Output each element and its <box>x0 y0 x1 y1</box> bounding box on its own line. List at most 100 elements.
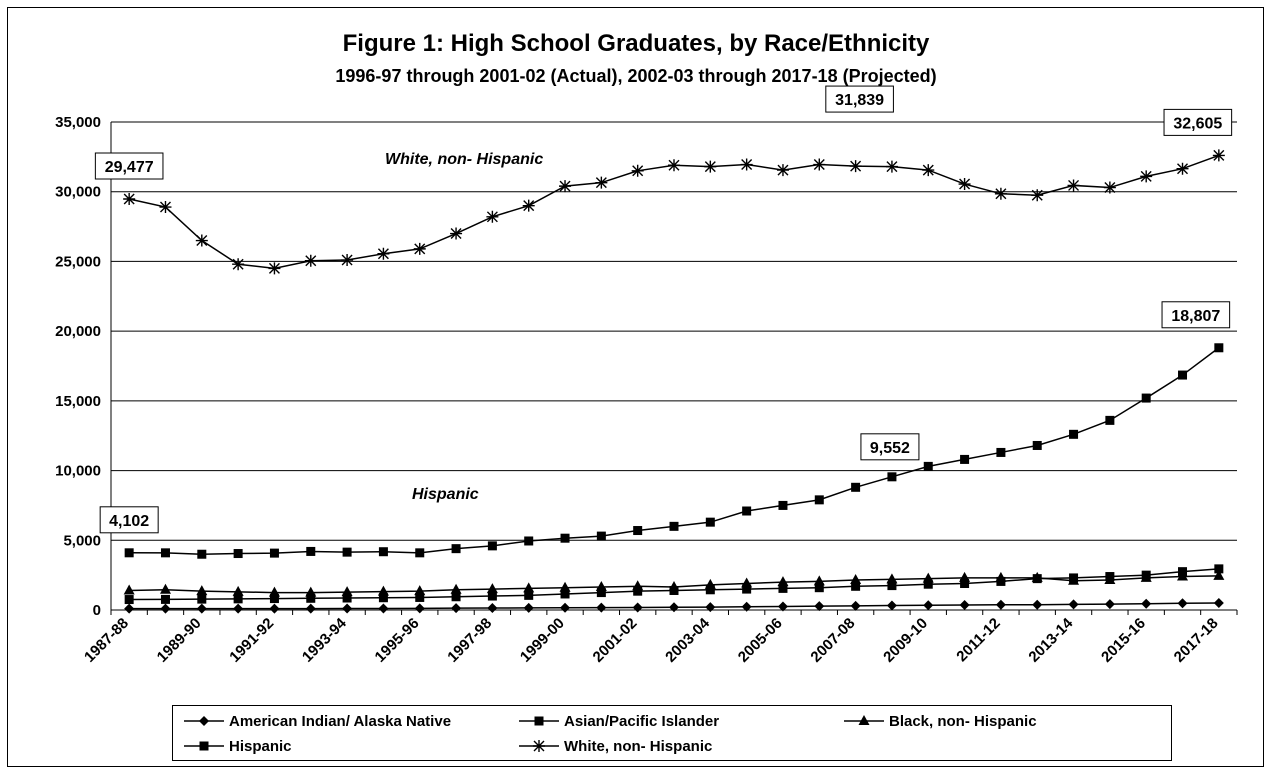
data-point-white-non-hispanic <box>377 247 390 260</box>
data-point-white-non-hispanic <box>559 180 572 193</box>
data-point-white-non-hispanic <box>1031 189 1044 202</box>
data-point-black-non-hispanic <box>1031 571 1043 582</box>
data-point-american-indian-alaska-native <box>596 602 607 613</box>
y-tick-label: 5,000 <box>63 532 101 549</box>
data-point-hispanic <box>1178 370 1188 380</box>
data-point-black-non-hispanic <box>777 576 789 587</box>
data-point-asian-pacific-islander <box>233 594 243 604</box>
data-point-hispanic <box>596 531 606 541</box>
data-point-asian-pacific-islander <box>633 586 643 596</box>
data-point-asian-pacific-islander <box>960 579 970 589</box>
data-point-hispanic <box>633 526 643 536</box>
data-label: 29,477 <box>105 159 154 176</box>
data-point-american-indian-alaska-native <box>523 602 534 613</box>
data-point-white-non-hispanic <box>922 164 935 177</box>
data-label-box <box>860 433 920 461</box>
data-label-box <box>94 152 164 180</box>
data-point-black-non-hispanic <box>123 584 135 595</box>
data-point-american-indian-alaska-native <box>1032 599 1043 610</box>
data-point-black-non-hispanic <box>668 580 680 591</box>
data-point-white-non-hispanic <box>1103 181 1116 194</box>
data-point-asian-pacific-islander <box>342 593 352 603</box>
data-point-black-non-hispanic <box>922 572 934 583</box>
y-tick-label: 30,000 <box>55 184 101 201</box>
x-tick-label: 2005-06 <box>735 615 786 666</box>
legend-label: Asian/Pacific Islander <box>564 712 720 730</box>
data-point-american-indian-alaska-native <box>1104 599 1115 610</box>
data-point-hispanic <box>378 547 388 557</box>
legend-label: Black, non- Hispanic <box>889 712 1037 730</box>
data-point-asian-pacific-islander <box>451 592 461 602</box>
data-point-hispanic <box>342 547 352 557</box>
data-point-hispanic <box>160 548 170 558</box>
x-tick-label: 1989-90 <box>154 615 205 666</box>
x-tick-label: 2009-10 <box>880 615 931 666</box>
data-point-black-non-hispanic <box>995 571 1007 582</box>
data-point-asian-pacific-islander <box>1214 564 1224 574</box>
legend-item-white-non-hispanic: White, non- Hispanic <box>518 736 712 756</box>
data-point-hispanic <box>487 541 497 551</box>
data-point-american-indian-alaska-native <box>233 603 244 614</box>
data-point-white-non-hispanic <box>813 158 826 171</box>
x-tick-label: 1999-00 <box>517 615 568 666</box>
data-point-american-indian-alaska-native <box>160 603 171 614</box>
legend-swatch-triangle-icon <box>844 715 884 725</box>
legend-swatch-diamond-icon <box>184 716 224 726</box>
data-point-black-non-hispanic <box>1104 574 1116 585</box>
data-point-american-indian-alaska-native <box>378 603 389 614</box>
data-point-black-non-hispanic <box>704 578 716 589</box>
data-point-white-non-hispanic <box>341 254 354 267</box>
data-point-asian-pacific-islander <box>887 581 897 591</box>
data-point-asian-pacific-islander <box>269 594 279 604</box>
data-point-hispanic <box>778 500 788 510</box>
data-point-american-indian-alaska-native <box>124 603 135 614</box>
data-point-hispanic <box>996 447 1006 457</box>
data-point-hispanic <box>415 548 425 558</box>
data-point-asian-pacific-islander <box>487 591 497 601</box>
legend-label: American Indian/ Alaska Native <box>229 712 452 730</box>
data-point-black-non-hispanic <box>232 585 244 596</box>
data-point-white-non-hispanic <box>232 258 245 271</box>
data-point-white-non-hispanic <box>704 160 717 173</box>
x-tick-label: 2013-14 <box>1025 614 1076 665</box>
data-point-american-indian-alaska-native <box>669 602 679 613</box>
data-point-asian-pacific-islander <box>124 595 134 605</box>
data-point-white-non-hispanic <box>885 160 898 173</box>
data-point-black-non-hispanic <box>595 580 607 591</box>
data-point-white-non-hispanic <box>450 227 463 240</box>
data-point-black-non-hispanic <box>813 575 825 586</box>
data-point-white-non-hispanic <box>1140 170 1153 183</box>
y-tick-label: 10,000 <box>55 463 101 480</box>
data-label: 32,605 <box>1173 115 1222 132</box>
data-point-white-non-hispanic <box>994 187 1007 200</box>
series-line-white-non-hispanic <box>128 154 1220 270</box>
data-point-american-indian-alaska-native <box>269 603 280 614</box>
legend-swatch-square-icon <box>519 716 559 726</box>
data-point-white-non-hispanic <box>668 159 680 172</box>
legend-label: White, non- Hispanic <box>564 737 713 755</box>
y-tick-label: 20,000 <box>55 323 101 340</box>
chart-frame <box>7 7 1264 767</box>
data-point-american-indian-alaska-native <box>414 603 425 614</box>
data-point-hispanic <box>269 548 279 558</box>
data-point-white-non-hispanic <box>849 160 862 173</box>
data-point-hispanic <box>923 461 933 471</box>
data-point-black-non-hispanic <box>850 574 862 585</box>
data-point-black-non-hispanic <box>886 573 898 584</box>
data-point-american-indian-alaska-native <box>342 603 353 614</box>
data-point-black-non-hispanic <box>305 586 317 597</box>
data-point-american-indian-alaska-native <box>1141 598 1152 609</box>
data-point-black-non-hispanic <box>450 583 462 594</box>
data-point-white-non-hispanic <box>1067 179 1080 192</box>
legend-swatch-star-icon <box>519 740 559 752</box>
data-point-black-non-hispanic <box>341 586 353 597</box>
data-point-american-indian-alaska-native <box>886 600 897 611</box>
data-label: 4,102 <box>109 513 149 530</box>
series-label: Hispanic <box>412 486 479 503</box>
data-point-hispanic <box>742 506 752 516</box>
data-point-american-indian-alaska-native <box>777 601 788 612</box>
data-point-american-indian-alaska-native <box>632 602 643 613</box>
data-label-box <box>99 506 159 534</box>
data-point-american-indian-alaska-native <box>850 600 861 611</box>
data-point-black-non-hispanic <box>159 583 171 594</box>
